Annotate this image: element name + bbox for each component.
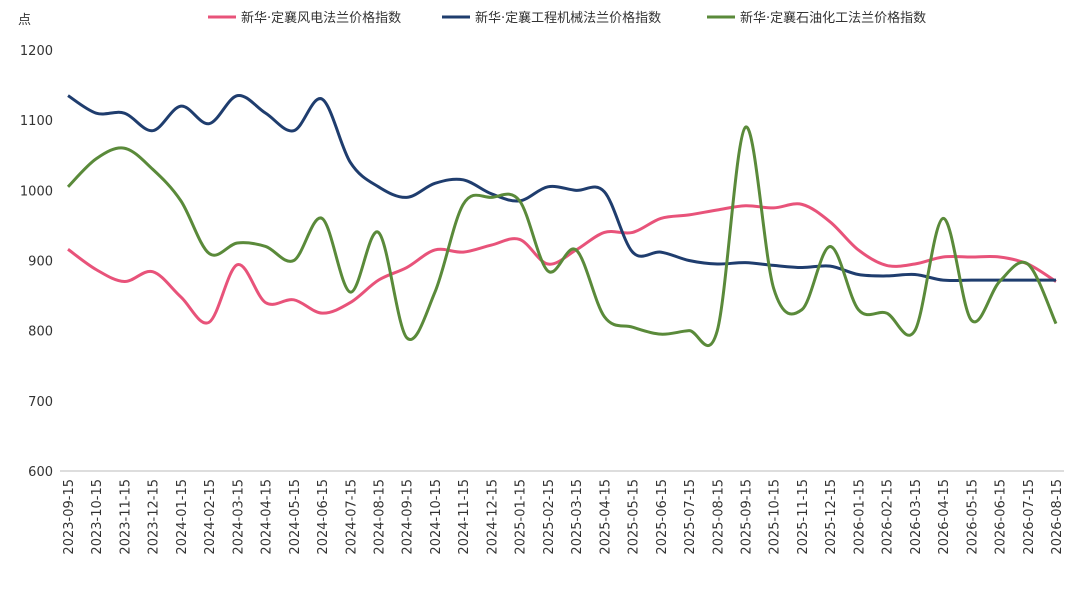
y-tick-label: 800 (28, 325, 53, 340)
legend-label: 新华·定襄工程机械法兰价格指数 (475, 10, 661, 26)
x-tick-label: 2025-06-15 (655, 479, 670, 555)
x-tick-label: 2026-04-15 (937, 479, 952, 555)
x-tick-label: 2024-12-15 (485, 479, 500, 555)
x-tick-label: 2026-08-15 (1050, 479, 1065, 555)
x-tick-label: 2025-10-15 (768, 479, 783, 555)
x-tick-label: 2025-12-15 (824, 479, 839, 555)
y-tick-label: 900 (28, 255, 53, 270)
x-tick-label: 2023-12-15 (147, 479, 162, 555)
x-tick-label: 2024-03-15 (231, 479, 246, 555)
x-tick-label: 2025-08-15 (711, 479, 726, 555)
x-tick-label: 2026-03-15 (909, 479, 924, 555)
line-series (66, 125, 1058, 348)
x-tick-label: 2026-07-15 (1022, 479, 1037, 555)
y-tick-label: 1200 (20, 44, 53, 59)
x-tick-label: 2026-06-15 (994, 479, 1009, 555)
x-tick-label: 2023-10-15 (90, 479, 105, 555)
x-tick-label: 2024-06-15 (316, 479, 331, 555)
x-tick-label: 2024-02-15 (203, 479, 218, 555)
x-tick-label: 2025-09-15 (739, 479, 754, 555)
x-tick-label: 2025-07-15 (683, 479, 698, 555)
x-tick-label: 2026-01-15 (852, 479, 867, 555)
y-tick-label: 1100 (20, 114, 53, 129)
x-tick-label: 2024-01-15 (175, 479, 190, 555)
x-tick-label: 2023-11-15 (118, 479, 133, 555)
x-tick-label: 2023-09-15 (62, 479, 77, 555)
x-tick-label: 2026-05-15 (965, 479, 980, 555)
x-tick-label: 2024-09-15 (401, 479, 416, 555)
x-tick-label: 2025-03-15 (570, 479, 585, 555)
x-tick-label: 2025-01-15 (514, 479, 529, 555)
y-axis-label: 点 (18, 13, 31, 28)
y-tick-label: 700 (28, 395, 53, 410)
x-tick-label: 2024-04-15 (260, 479, 275, 555)
x-tick-label: 2024-07-15 (344, 479, 359, 555)
x-tick-label: 2024-08-15 (373, 479, 388, 555)
y-tick-label: 600 (28, 465, 53, 480)
y-tick-label: 1000 (20, 184, 53, 199)
x-tick-label: 2025-05-15 (627, 479, 642, 555)
line-series (67, 94, 1056, 283)
x-tick-label: 2025-02-15 (542, 479, 557, 555)
x-tick-label: 2025-11-15 (796, 479, 811, 555)
legend-label: 新华·定襄石油化工法兰价格指数 (740, 10, 926, 26)
x-tick-label: 2024-10-15 (429, 479, 444, 555)
x-tick-label: 2024-11-15 (457, 479, 472, 555)
x-tick-label: 2024-05-15 (288, 479, 303, 555)
x-tick-label: 2025-04-15 (598, 479, 613, 555)
legend-label: 新华·定襄风电法兰价格指数 (241, 10, 401, 26)
x-tick-label: 2026-02-15 (881, 479, 896, 555)
